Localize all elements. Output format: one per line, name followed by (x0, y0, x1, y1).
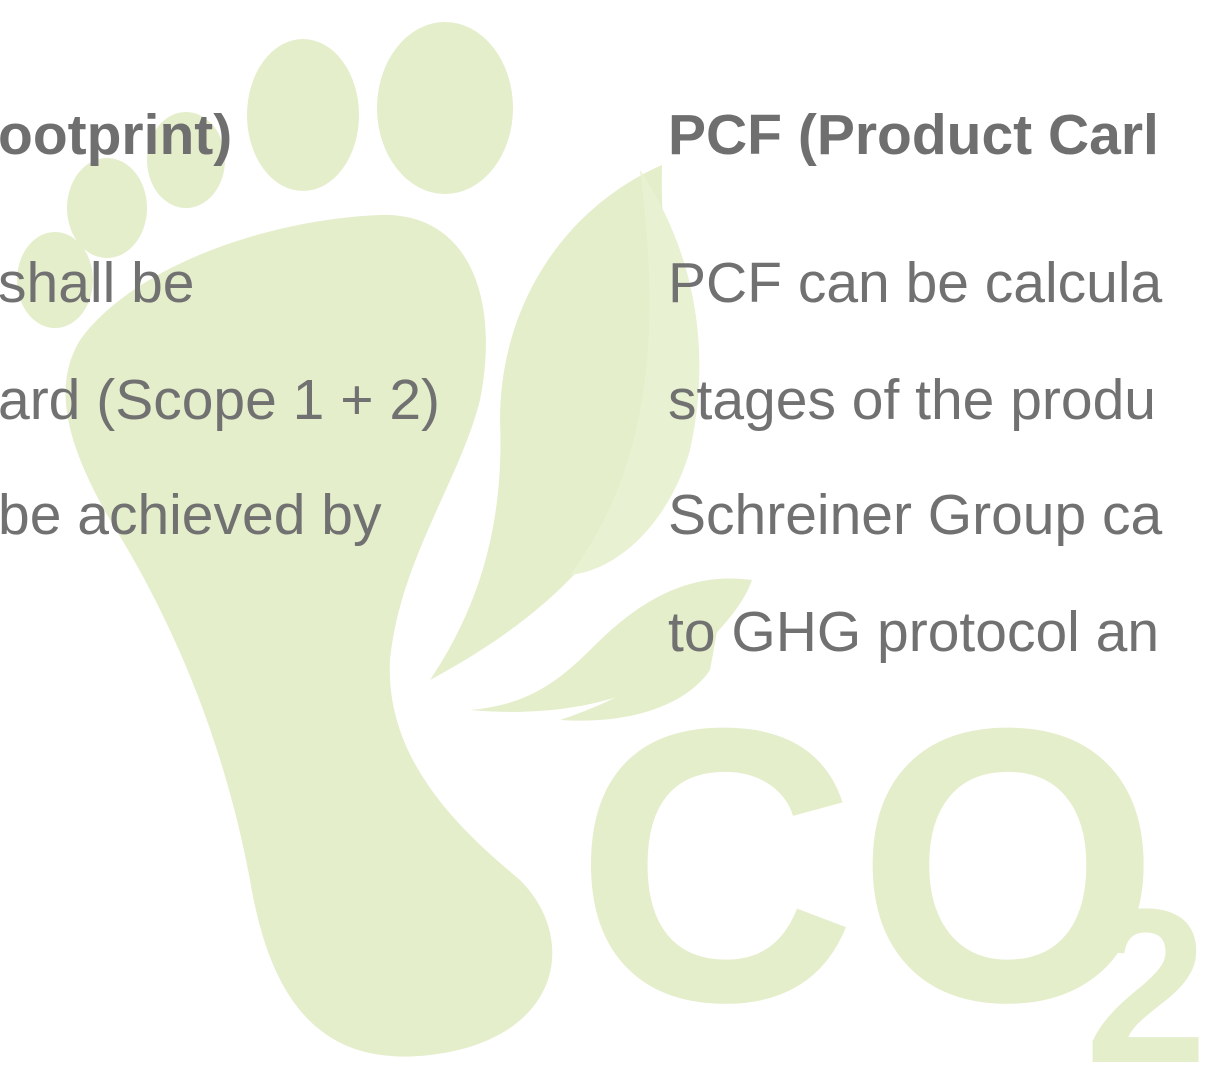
right-line: Schreiner Group ca (668, 482, 1162, 548)
slide: {"background_graphic": {"label": "CO", "… (0, 0, 1209, 1073)
left-line: be achieved by (0, 482, 381, 548)
co2-subscript: 2 (1085, 863, 1207, 1073)
right-line: PCF can be calcula (668, 250, 1162, 316)
right-line: to GHG protocol an (668, 599, 1159, 665)
co2-label: CO (575, 647, 1160, 1073)
left-heading: ootprint) (0, 102, 232, 168)
right-line: stages of the produ (668, 367, 1156, 433)
toe (247, 39, 359, 191)
right-heading: PCF (Product Carl (668, 102, 1159, 168)
left-line: shall be (0, 250, 194, 316)
left-line: ard (Scope 1 + 2) (0, 367, 440, 433)
toe (377, 22, 513, 194)
